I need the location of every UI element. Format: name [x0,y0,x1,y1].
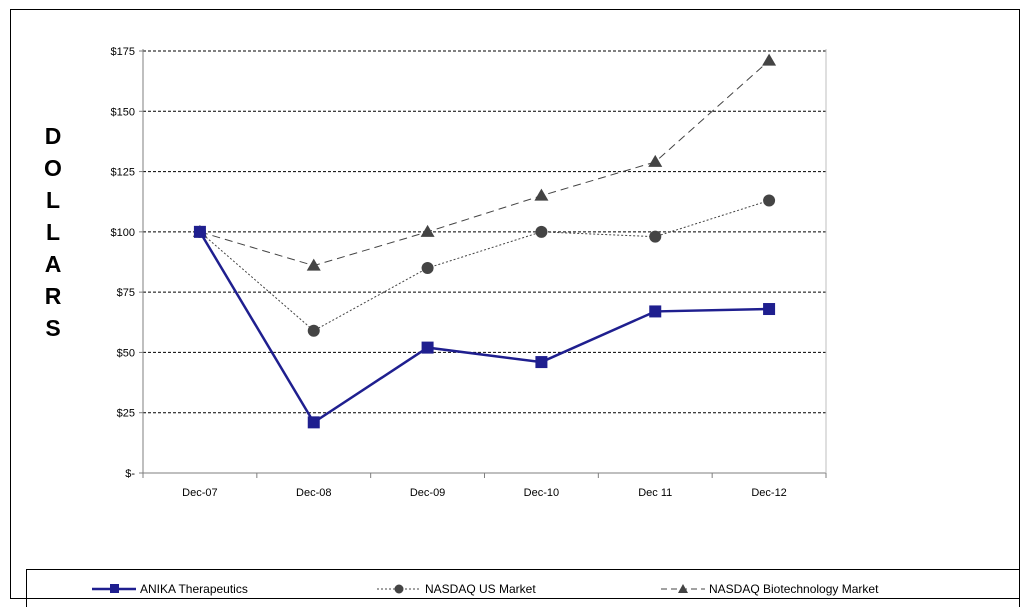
data-point-circle [421,262,434,275]
x-tick-label: Dec-09 [410,487,445,499]
y-tick-label: $100 [111,227,135,239]
legend-label-nasdaq-biotech: NASDAQ Biotechnology Market [709,582,879,596]
series-line-0 [198,231,770,425]
y-axis-label-letter: A [44,251,62,277]
series-line-1 [199,200,770,332]
data-point-triangle [306,258,321,271]
data-point-circle [649,230,662,243]
data-point-square [763,303,776,316]
y-axis-label-letter: L [45,219,61,245]
y-axis-label-letter: R [44,283,62,309]
data-point-square [421,341,434,354]
x-tick-label: Dec-08 [296,487,331,499]
data-point-square [307,416,320,429]
x-tick-label: Dec-12 [751,487,786,499]
y-tick-label: $50 [117,347,135,359]
data-point-triangle [762,53,777,66]
legend-item-nasdaq-us: NASDAQ US Market [377,570,536,608]
y-axis-label-letter: L [45,187,61,213]
legend-label-anika: ANIKA Therapeutics [140,582,248,596]
legend-item-anika: ANIKA Therapeutics [92,570,248,608]
line-chart: $- $25 $50 $75 $100 $125 $150 $175 Dec-07 Dec-08 D… [111,46,827,499]
x-tick-label: Dec-10 [524,487,559,499]
y-tick-label: $150 [111,106,135,118]
data-point-square [649,305,662,318]
legend-swatch-nasdaq-biotech [661,584,705,593]
y-tick-label: $175 [111,46,135,58]
data-point-square [535,356,548,369]
y-tick-label: $25 [117,408,135,420]
y-tick-label: $125 [111,167,135,179]
x-tick-label: Dec 11 [638,487,672,499]
y-axis-label-letter: S [45,315,61,341]
legend-swatch-nasdaq-us [377,584,421,594]
data-point-triangle [648,154,663,167]
data-point-triangle [420,224,435,237]
legend-swatch-anika [92,584,136,593]
y-tick-label: $- [125,468,135,480]
data-point-circle [535,225,548,238]
x-tick-label: Dec-07 [182,487,217,499]
y-axis-label-letter: O [44,155,62,181]
legend-item-nasdaq-biotech: NASDAQ Biotechnology Market [661,570,878,608]
series-line-2 [199,60,770,267]
data-point-circle [763,194,776,207]
y-axis-label-letter: D [44,123,62,149]
data-point-triangle [534,188,549,201]
legend: ANIKA Therapeutics NASDAQ US Market NASD… [26,569,1020,607]
y-tick-label: $75 [117,287,135,299]
legend-label-nasdaq-us: NASDAQ US Market [425,582,536,596]
chart-frame [10,9,1020,599]
data-point-circle [307,324,320,337]
data-point-square [193,225,206,238]
